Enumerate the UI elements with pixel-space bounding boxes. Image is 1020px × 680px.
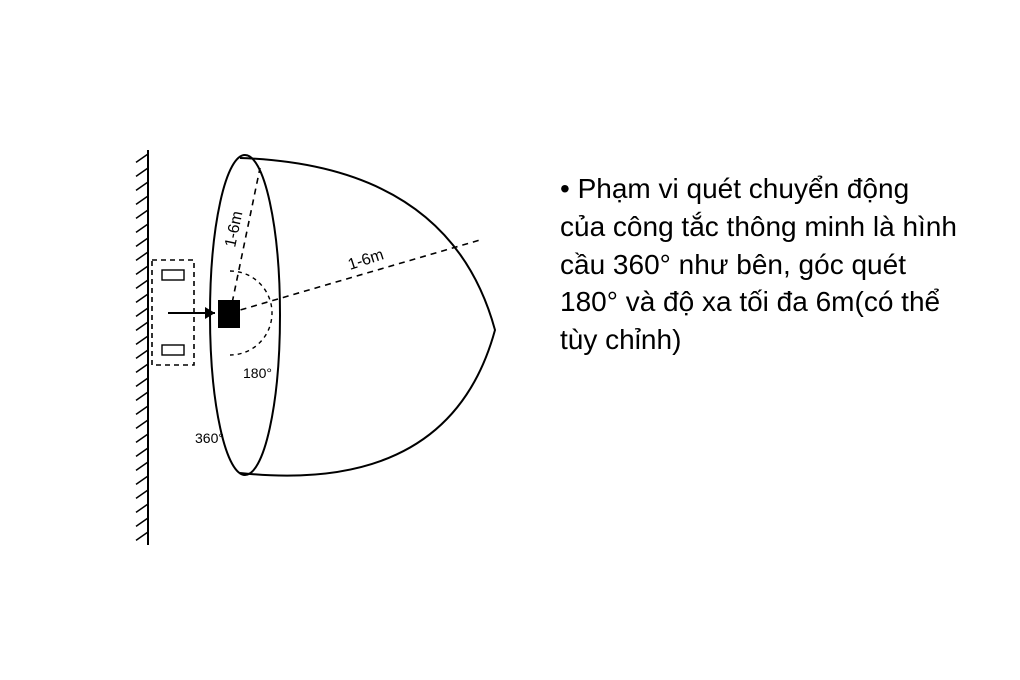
- page-container: 1-6m1-6m180°360° • Phạm vi quét chuyển đ…: [0, 0, 1020, 680]
- description-body: Phạm vi quét chuyển động của công tắc th…: [560, 173, 957, 355]
- diagram-svg: 1-6m1-6m180°360°: [130, 120, 540, 560]
- svg-text:180°: 180°: [243, 365, 272, 381]
- bullet: •: [560, 173, 578, 204]
- sensor-range-diagram: 1-6m1-6m180°360°: [130, 120, 540, 565]
- description-text: • Phạm vi quét chuyển động của công tắc …: [560, 170, 960, 359]
- svg-text:360°: 360°: [195, 430, 224, 446]
- svg-text:1-6m: 1-6m: [222, 210, 246, 249]
